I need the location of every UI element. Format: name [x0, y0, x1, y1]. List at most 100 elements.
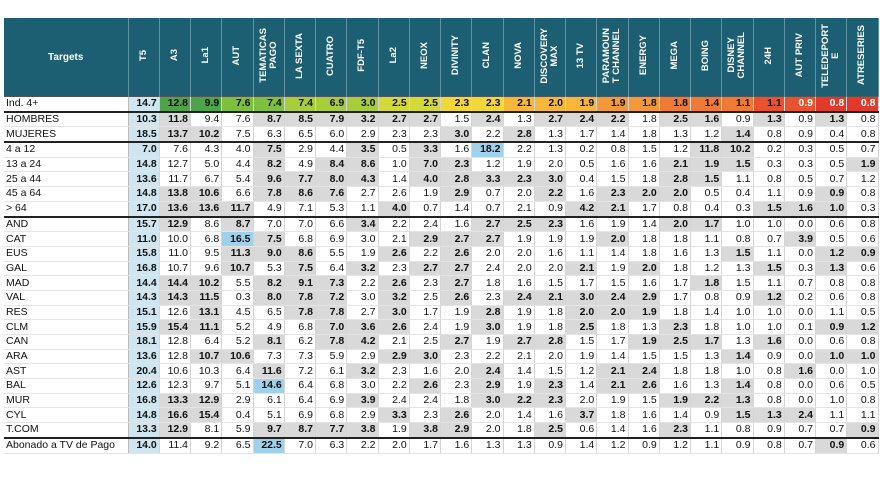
table-cell: 1.5	[721, 275, 754, 291]
table-cell: 1.5	[628, 141, 660, 158]
table-cell: 6.1	[253, 393, 285, 409]
table-cell: 7.9	[315, 110, 348, 128]
table-cell: 12.6	[128, 378, 160, 394]
table-cell: 2.0	[565, 305, 598, 321]
table-cell: 1.9	[534, 231, 567, 247]
table-cell: 2.0	[534, 261, 567, 277]
table-cell: 2.9	[628, 290, 660, 306]
table-cell: 0.6	[815, 334, 848, 350]
table-cell: 7.0	[253, 215, 285, 233]
channel-header: FDF-T5	[346, 18, 379, 97]
table-cell: 2.7	[440, 261, 473, 277]
table-cell: 1.7	[565, 126, 598, 143]
table-cell: 18.1	[128, 334, 160, 350]
table-cell: 2.3	[534, 393, 567, 409]
table-cell: 1.0	[815, 201, 848, 218]
table-cell: 9.1	[284, 275, 317, 291]
table-cell: 13.6	[128, 171, 160, 188]
table-cell: 1.2	[659, 436, 692, 454]
table-cell: 16.5	[221, 231, 254, 247]
table-cell: 2.1	[503, 95, 535, 113]
table-cell: 1.3	[534, 126, 567, 143]
channel-header-label: AUT	[231, 45, 243, 66]
table-cell: 1.4	[690, 95, 723, 113]
table-cell: 1.9	[565, 95, 598, 113]
table-cell: 2.4	[409, 393, 442, 409]
table-cell: 7.7	[284, 171, 317, 188]
table-cell: 2.1	[378, 231, 410, 247]
table-cell: 3.9	[346, 393, 379, 409]
table-cell: 2.8	[659, 171, 692, 188]
table-cell: 7.0	[409, 157, 442, 173]
table-cell: 2.1	[503, 201, 535, 218]
table-cell: 1.7	[596, 334, 629, 350]
table-cell: 1.5	[534, 275, 567, 291]
table-cell: 0.9	[534, 201, 567, 218]
row-label: Ind. 4+	[4, 95, 129, 113]
table-cell: 6.6	[221, 186, 254, 202]
table-cell: 1.1	[690, 436, 723, 454]
table-cell: 4.3	[346, 171, 379, 188]
table-cell: 0.9	[721, 436, 754, 454]
table-cell: 2.3	[440, 378, 473, 394]
table-cell: 8.1	[253, 334, 285, 350]
channel-header: ENERGY	[628, 18, 660, 97]
table-cell: 7.0	[128, 141, 160, 158]
table-cell: 10.7	[190, 349, 223, 365]
table-cell: 6.8	[284, 319, 317, 335]
table-cell: 1.5	[753, 201, 785, 218]
row-label: 4 a 12	[4, 141, 129, 158]
table-cell: 7.4	[253, 95, 285, 113]
table-cell: 14.3	[128, 290, 160, 306]
channel-header: TELEDEPORT E	[815, 18, 848, 97]
table-cell: 2.9	[409, 231, 442, 247]
table-cell: 1.3	[628, 319, 660, 335]
table-cell: 2.2	[378, 215, 410, 233]
table-cell: 11.7	[159, 171, 192, 188]
table-cell: 3.0	[440, 126, 473, 143]
table-cell: 1.4	[565, 436, 598, 454]
table-cell: 0.9	[815, 319, 848, 335]
table-cell: 1.0	[753, 319, 785, 335]
table-cell: 1.9	[503, 305, 535, 321]
table-cell: 12.9	[190, 393, 223, 409]
table-cell: 0.5	[565, 157, 598, 173]
table-cell: 8.2	[253, 275, 285, 291]
table-cell: 0.3	[784, 157, 817, 173]
table-cell: 3.2	[346, 110, 379, 128]
table-cell: 1.4	[596, 126, 629, 143]
row-label: VAL	[4, 290, 129, 306]
table-cell: 1.7	[409, 436, 442, 454]
table-cell: 1.6	[690, 110, 723, 128]
table-cell: 1.6	[503, 275, 535, 291]
table-body: Ind. 4+ 14.7 12.8 9.9 7.6 7.4 7.4 6.9 3.0 2.5 2.5 2…	[4, 95, 879, 454]
table-cell: 1.3	[534, 141, 567, 158]
table-cell: 1.9	[440, 305, 473, 321]
table-cell: 0.0	[784, 393, 817, 409]
table-cell: 2.5	[659, 110, 692, 128]
table-cell: 1.4	[378, 171, 410, 188]
table-cell: 1.3	[721, 334, 754, 350]
table-row: BAL 12.6 12.3 9.7 5.1 14.6 6.4 6.8 3.0 2.2 2.6 2.3 2…	[4, 378, 879, 394]
table-cell: 2.9	[346, 349, 379, 365]
row-label: MUR	[4, 393, 129, 409]
table-cell: 2.7	[409, 110, 442, 128]
table-row: HOMBRES 10.3 11.8 9.4 7.6 8.7 8.5 7.9 3.2 2.7 2.7 1…	[4, 110, 879, 128]
table-cell: 1.4	[596, 246, 629, 262]
table-cell: 2.4	[409, 215, 442, 233]
channel-header: LA SEXTA	[284, 18, 317, 97]
channel-header-label: NOVA	[512, 42, 524, 69]
table-cell: 0.8	[815, 275, 848, 291]
table-cell: 0.3	[784, 261, 817, 277]
table-cell: 2.1	[534, 290, 567, 306]
table-cell: 0.8	[753, 378, 785, 394]
table-cell: 13.3	[128, 422, 160, 439]
table-cell: 1.9	[628, 305, 660, 321]
table-cell: 1.8	[690, 275, 723, 291]
table-cell: 1.4	[440, 201, 473, 218]
table-cell: 1.9	[378, 422, 410, 439]
channel-header-label: BOING	[700, 39, 712, 72]
table-cell: 4.0	[409, 171, 442, 188]
channel-header: PARAMOUN T CHANNEL	[596, 18, 629, 97]
table-cell: 4.4	[315, 141, 348, 158]
